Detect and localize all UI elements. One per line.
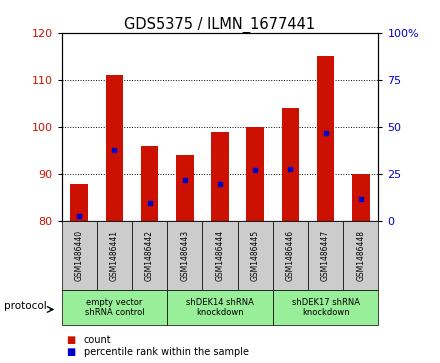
Bar [141, 146, 158, 221]
Text: GSM1486443: GSM1486443 [180, 231, 189, 281]
Bar [246, 127, 264, 221]
Text: protocol: protocol [4, 301, 47, 311]
Text: shDEK17 shRNA
knockdown: shDEK17 shRNA knockdown [292, 298, 359, 317]
Bar [70, 184, 88, 221]
Text: GSM1486445: GSM1486445 [251, 231, 260, 281]
Bar [352, 174, 370, 221]
Text: GDS5375 / ILMN_1677441: GDS5375 / ILMN_1677441 [125, 16, 315, 33]
Text: GSM1486448: GSM1486448 [356, 231, 365, 281]
Text: GSM1486441: GSM1486441 [110, 231, 119, 281]
Text: GSM1486442: GSM1486442 [145, 231, 154, 281]
Text: GSM1486446: GSM1486446 [286, 231, 295, 281]
Text: GSM1486444: GSM1486444 [216, 231, 224, 281]
Text: ■: ■ [66, 335, 75, 346]
Bar [211, 132, 229, 221]
Bar [317, 56, 334, 221]
Text: ■: ■ [66, 347, 75, 357]
Bar [282, 108, 299, 221]
Text: empty vector
shRNA control: empty vector shRNA control [84, 298, 144, 317]
Text: percentile rank within the sample: percentile rank within the sample [84, 347, 249, 357]
Text: GSM1486440: GSM1486440 [75, 231, 84, 281]
Bar [176, 155, 194, 221]
Text: shDEK14 shRNA
knockdown: shDEK14 shRNA knockdown [186, 298, 254, 317]
Bar [106, 75, 123, 221]
Text: GSM1486447: GSM1486447 [321, 231, 330, 281]
Text: count: count [84, 335, 111, 346]
